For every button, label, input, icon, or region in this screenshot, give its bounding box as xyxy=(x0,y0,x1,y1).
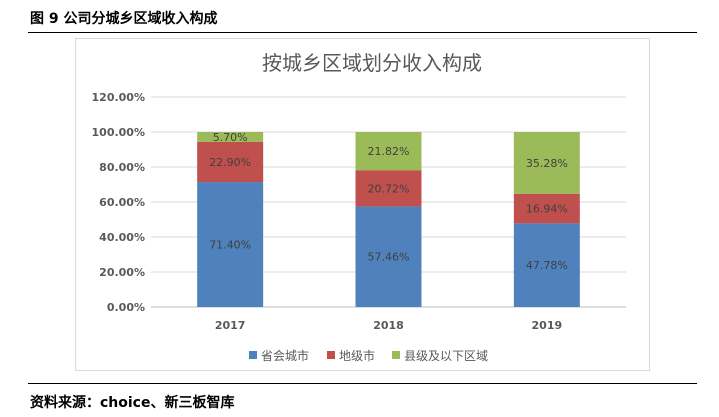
legend-swatch xyxy=(327,351,335,359)
bar-segment xyxy=(197,141,264,183)
legend-swatch xyxy=(392,351,400,359)
data-label: 71.40% xyxy=(209,239,251,252)
y-tick-label: 20.00% xyxy=(99,266,145,279)
top-rule xyxy=(28,32,697,33)
x-tick-label: 2019 xyxy=(532,319,563,332)
x-tick-label: 2018 xyxy=(373,319,404,332)
y-tick-label: 40.00% xyxy=(99,231,145,244)
data-label: 47.78% xyxy=(526,259,568,272)
legend-label: 县级及以下区域 xyxy=(404,349,488,363)
bar-segment xyxy=(355,206,422,307)
y-tick-label: 60.00% xyxy=(99,196,145,209)
y-axis: 0.00% 20.00% 40.00% 60.00% 80.00% 100.00% 120.… xyxy=(92,91,145,314)
bar-segment xyxy=(355,132,422,171)
data-label: 21.82% xyxy=(368,145,410,158)
bars: 71.40% 22.90% 5.70% 57.46% 20.72% 21.82% 47.78… xyxy=(197,131,580,307)
bar-segment xyxy=(197,182,264,307)
data-label: 57.46% xyxy=(368,251,410,264)
legend: 省会城市 地级市 县级及以下区域 xyxy=(249,348,488,363)
stacked-bar-chart: 按城乡区域划分收入构成 0.00% 20.00% 40.00% 60.00% 80.00… xyxy=(92,51,626,363)
bar-segment xyxy=(197,132,264,142)
data-label: 20.72% xyxy=(368,182,410,195)
chart-frame: 按城乡区域划分收入构成 0.00% 20.00% 40.00% 60.00% 80.00… xyxy=(75,38,650,371)
bottom-rule xyxy=(28,383,697,384)
x-axis: 2017 2018 2019 xyxy=(215,319,562,332)
data-label: 5.70% xyxy=(213,131,248,144)
y-tick-label: 80.00% xyxy=(99,161,145,174)
y-tick-label: 0.00% xyxy=(107,301,145,314)
bar-segment xyxy=(513,223,580,307)
source-note: 资料来源：choice、新三板智库 xyxy=(30,395,235,411)
data-label: 22.90% xyxy=(209,156,251,169)
legend-label: 地级市 xyxy=(339,348,375,363)
bar-segment xyxy=(355,170,422,207)
data-label: 35.28% xyxy=(526,157,568,170)
data-label: 16.94% xyxy=(526,203,568,216)
figure-caption: 图 9 公司分城乡区域收入构成 xyxy=(30,11,218,27)
legend-swatch xyxy=(249,351,257,359)
legend-label: 省会城市 xyxy=(261,348,309,363)
bar-segment xyxy=(513,132,580,194)
y-tick-label: 100.00% xyxy=(92,126,145,139)
y-tick-label: 120.00% xyxy=(92,91,145,104)
bar-segment xyxy=(513,193,580,224)
chart-title: 按城乡区域划分收入构成 xyxy=(262,51,482,75)
x-tick-label: 2017 xyxy=(215,319,246,332)
